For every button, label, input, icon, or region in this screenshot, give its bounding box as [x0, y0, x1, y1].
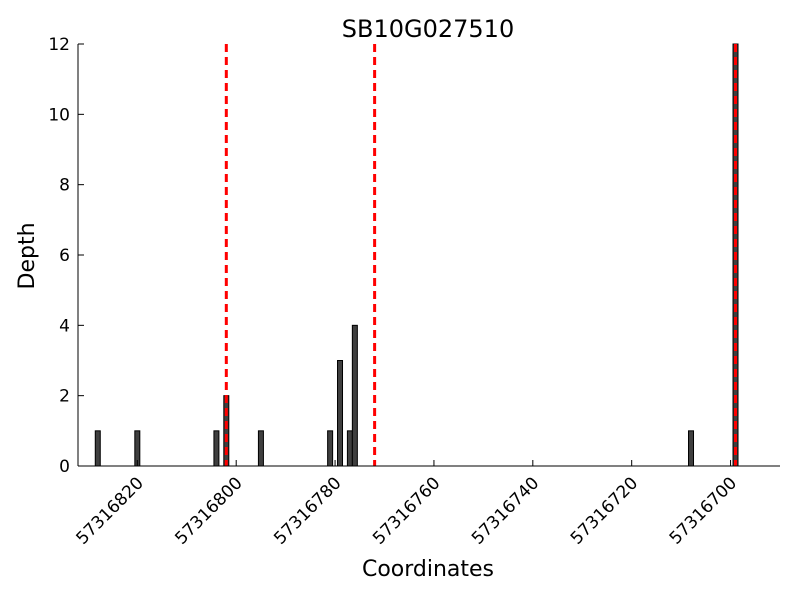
bar-3	[223, 395, 230, 467]
x-tick-label: 57316800	[171, 473, 246, 548]
y-axis-label: Depth	[15, 222, 40, 289]
bar-8	[351, 324, 358, 467]
marker-lines-layer	[224, 44, 738, 466]
x-tick-label: 57316760	[369, 473, 444, 548]
y-axis-ticks: 0 2 4 6 8 10 12	[48, 35, 84, 477]
bar-0	[94, 430, 101, 467]
y-tick-label: 10	[48, 105, 70, 125]
bar-7	[346, 430, 353, 467]
axes	[77, 44, 780, 467]
y-tick-label: 0	[59, 457, 70, 477]
bar-4	[257, 430, 264, 467]
x-tick-label: 57316820	[73, 473, 148, 548]
x-tick-label: 57316720	[567, 473, 642, 548]
bars-layer	[94, 43, 739, 467]
x-axis-label: Coordinates	[362, 557, 494, 582]
x-axis-ticks: 57316820 57316800 57316780 57316760 57316740…	[73, 460, 741, 549]
x-tick-label: 57316700	[666, 473, 741, 548]
y-tick-label: 4	[59, 316, 70, 336]
x-tick-label: 57316780	[270, 473, 345, 548]
bar-6	[337, 360, 344, 467]
chart-title: SB10G027510	[342, 15, 514, 43]
y-tick-label: 6	[59, 246, 70, 266]
bar-2	[213, 430, 220, 467]
bar-5	[327, 430, 334, 467]
bar-9	[688, 430, 695, 467]
y-tick-label: 12	[48, 35, 70, 55]
y-tick-label: 8	[59, 176, 70, 196]
x-tick-label: 57316740	[468, 473, 543, 548]
y-tick-label: 2	[59, 387, 70, 407]
